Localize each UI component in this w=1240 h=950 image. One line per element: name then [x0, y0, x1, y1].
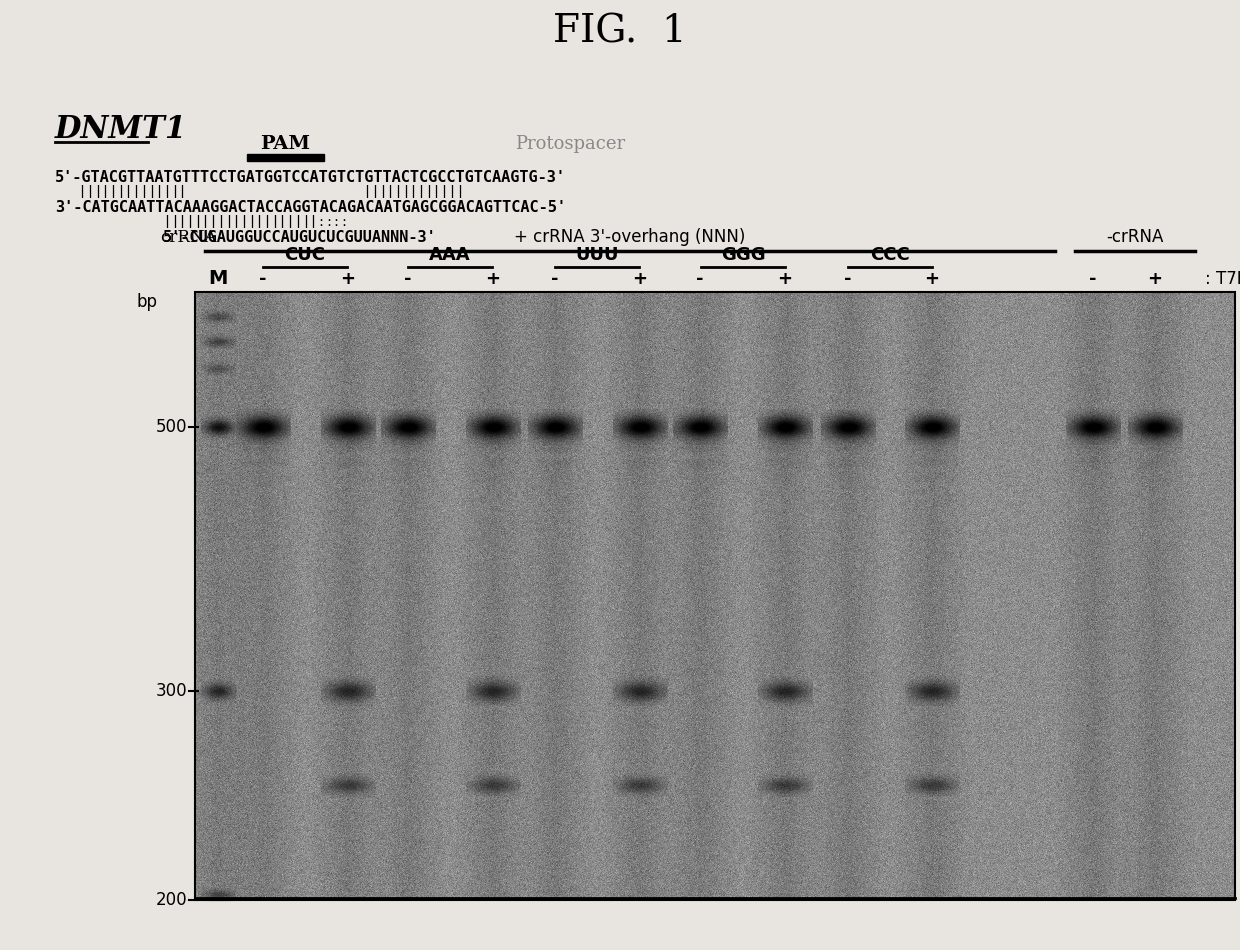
Text: UUU: UUU	[575, 246, 619, 264]
Text: |: |	[248, 216, 255, 229]
Text: |: |	[440, 185, 448, 199]
Text: Protospacer: Protospacer	[515, 135, 625, 153]
Text: |: |	[232, 216, 239, 229]
Text: FIG.  1: FIG. 1	[553, 13, 687, 50]
Text: |: |	[140, 185, 148, 199]
Text: M: M	[208, 270, 228, 289]
Text: |: |	[164, 185, 170, 199]
Text: AAA: AAA	[429, 246, 471, 264]
Text: -crRNA: -crRNA	[1106, 228, 1163, 246]
Text: +: +	[777, 270, 792, 288]
Text: -: -	[552, 270, 559, 288]
Text: bp: bp	[136, 293, 157, 311]
Text: |: |	[171, 185, 177, 199]
Text: |: |	[179, 216, 186, 229]
Text: PAM: PAM	[260, 135, 310, 153]
Text: 200: 200	[155, 891, 187, 909]
Text: +: +	[341, 270, 356, 288]
Text: -: -	[404, 270, 412, 288]
Text: |: |	[402, 185, 409, 199]
Text: |: |	[210, 216, 217, 229]
Text: |: |	[433, 185, 440, 199]
Text: |: |	[186, 216, 193, 229]
Text: DNMT1: DNMT1	[55, 115, 187, 145]
Text: |: |	[279, 216, 285, 229]
Text: |: |	[270, 216, 278, 229]
Bar	[195, 292, 1235, 900]
Text: :: :	[317, 216, 324, 229]
Text: |: |	[86, 185, 93, 199]
Text: |: |	[102, 185, 109, 199]
Text: |: |	[241, 216, 247, 229]
Text: :: :	[340, 216, 347, 229]
Text: |: |	[124, 185, 131, 199]
Text: |: |	[363, 185, 371, 199]
Text: |: |	[148, 185, 155, 199]
Text: |: |	[202, 216, 208, 229]
Text: crRNA: crRNA	[160, 229, 217, 245]
Text: -: -	[696, 270, 704, 288]
Text: +: +	[486, 270, 501, 288]
Text: 300: 300	[155, 682, 187, 700]
Text: |: |	[217, 216, 224, 229]
Text: |: |	[78, 185, 86, 199]
Text: |: |	[117, 185, 124, 199]
Text: : T7E1: : T7E1	[1205, 270, 1240, 288]
Text: |: |	[294, 216, 301, 229]
Text: :: :	[325, 216, 332, 229]
Text: CCC: CCC	[870, 246, 910, 264]
Text: |: |	[455, 185, 463, 199]
Text: +: +	[632, 270, 647, 288]
Text: |: |	[155, 185, 162, 199]
Text: |: |	[255, 216, 263, 229]
Text: 500: 500	[155, 418, 187, 436]
Text: |: |	[286, 216, 294, 229]
Text: |: |	[394, 185, 402, 199]
Text: |: |	[263, 216, 270, 229]
Text: |: |	[109, 185, 117, 199]
Text: |: |	[310, 216, 316, 229]
Text: |: |	[224, 216, 232, 229]
Text: |: |	[133, 185, 139, 199]
Text: |: |	[179, 185, 186, 199]
Text: |: |	[301, 216, 309, 229]
Bar	[247, 154, 324, 161]
Text: |: |	[409, 185, 417, 199]
Text: |: |	[387, 185, 393, 199]
Text: +: +	[1147, 270, 1163, 288]
Text: 3'-CATGCAATTACAAAGGACTACCAGGTACAGACAATGAGCGGACAGTTCAC-5': 3'-CATGCAATTACAAAGGACTACCAGGTACAGACAATGA…	[55, 200, 565, 215]
Text: |: |	[448, 185, 455, 199]
Text: :: :	[332, 216, 340, 229]
Text: -: -	[259, 270, 267, 288]
Text: |: |	[193, 216, 201, 229]
Text: 5'-GTACGTTAATGTTTCCTGATGGTCCATGTCTGTTACTCGCCTGTCAAGTG-3': 5'-GTACGTTAATGTTTCCTGATGGTCCATGTCTGTTACT…	[55, 169, 565, 184]
Text: -: -	[1089, 270, 1096, 288]
Text: |: |	[425, 185, 432, 199]
Text: CUC: CUC	[284, 246, 325, 264]
Text: |: |	[417, 185, 424, 199]
Text: -: -	[844, 270, 852, 288]
Text: +: +	[925, 270, 940, 288]
Text: 5'-CUGAUGGUCCAUGUCUCGUUANNN-3': 5'-CUGAUGGUCCAUGUCUCGUUANNN-3'	[162, 230, 436, 244]
Text: |: |	[164, 216, 170, 229]
Text: |: |	[378, 185, 386, 199]
Text: GGG: GGG	[720, 246, 765, 264]
Text: + crRNA 3'-overhang (NNN): + crRNA 3'-overhang (NNN)	[515, 228, 745, 246]
Text: |: |	[371, 185, 378, 199]
Text: |: |	[94, 185, 100, 199]
Text: |: |	[171, 216, 177, 229]
